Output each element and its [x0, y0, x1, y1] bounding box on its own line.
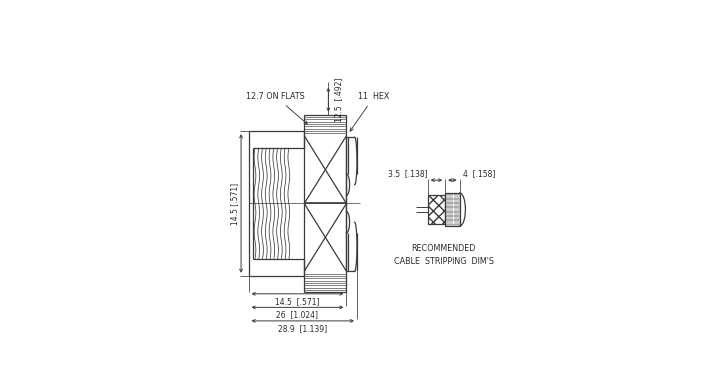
Text: 11  HEX: 11 HEX — [350, 92, 390, 131]
Text: 14.5 [.571]: 14.5 [.571] — [230, 183, 239, 224]
Bar — [428, 195, 445, 224]
Text: 3.5  [.138]: 3.5 [.138] — [388, 169, 428, 178]
Text: 4  [.158]: 4 [.158] — [463, 169, 495, 178]
Text: 26  [1.024]: 26 [1.024] — [276, 310, 318, 319]
Text: 12.5  [.492]: 12.5 [.492] — [334, 77, 343, 122]
Text: 12.7 ON FLATS: 12.7 ON FLATS — [246, 92, 307, 124]
Text: 28.9  [1.139]: 28.9 [1.139] — [278, 324, 328, 333]
Text: RECOMMENDED
CABLE  STRIPPING  DIM'S: RECOMMENDED CABLE STRIPPING DIM'S — [394, 244, 494, 266]
Bar — [445, 193, 459, 226]
Text: 14.5  [.571]: 14.5 [.571] — [275, 297, 320, 306]
